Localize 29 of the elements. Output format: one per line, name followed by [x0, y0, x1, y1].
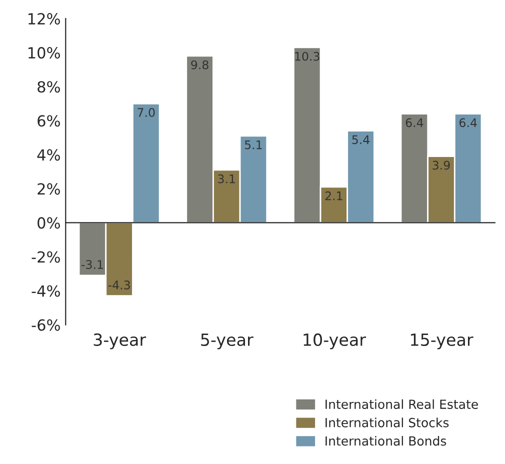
data-label: 5.4 [352, 135, 370, 144]
y-tick-label: 0% [38, 217, 60, 229]
x-tick-label: 15-year [411, 334, 474, 350]
y-tick-label: 12% [28, 13, 60, 25]
y-tick-label: -6% [32, 319, 60, 331]
x-tick-label: 5-year [201, 334, 254, 350]
legend-label: International Bonds [326, 436, 446, 446]
y-tick-label: 6% [38, 115, 60, 127]
x-tick-label: 3-year [94, 333, 146, 350]
y-tick-label: 10% [28, 47, 60, 59]
y-tick-label: -4% [32, 285, 60, 297]
data-label: 5.1 [244, 140, 262, 150]
data-label: 3.9 [432, 160, 450, 170]
data-label: -4.3 [108, 280, 130, 290]
data-label: 7.0 [138, 108, 155, 117]
data-label: 6.4 [460, 118, 477, 128]
legend-label: International Real Estate [326, 399, 478, 409]
data-label: -3.1 [82, 260, 103, 270]
data-label: 6.4 [406, 118, 424, 128]
data-label: 10.3 [295, 52, 320, 61]
y-tick-label: 8% [38, 81, 60, 93]
data-label: 2.1 [325, 191, 342, 200]
x-tick-label: 10-year [304, 333, 366, 350]
y-tick-label: 2% [38, 183, 60, 195]
data-label: 9.8 [191, 60, 208, 70]
y-tick-label: -2% [32, 251, 60, 263]
y-tick-label: 4% [37, 149, 60, 161]
data-label: 3.1 [218, 174, 235, 184]
legend-label: International Stocks [326, 418, 449, 428]
